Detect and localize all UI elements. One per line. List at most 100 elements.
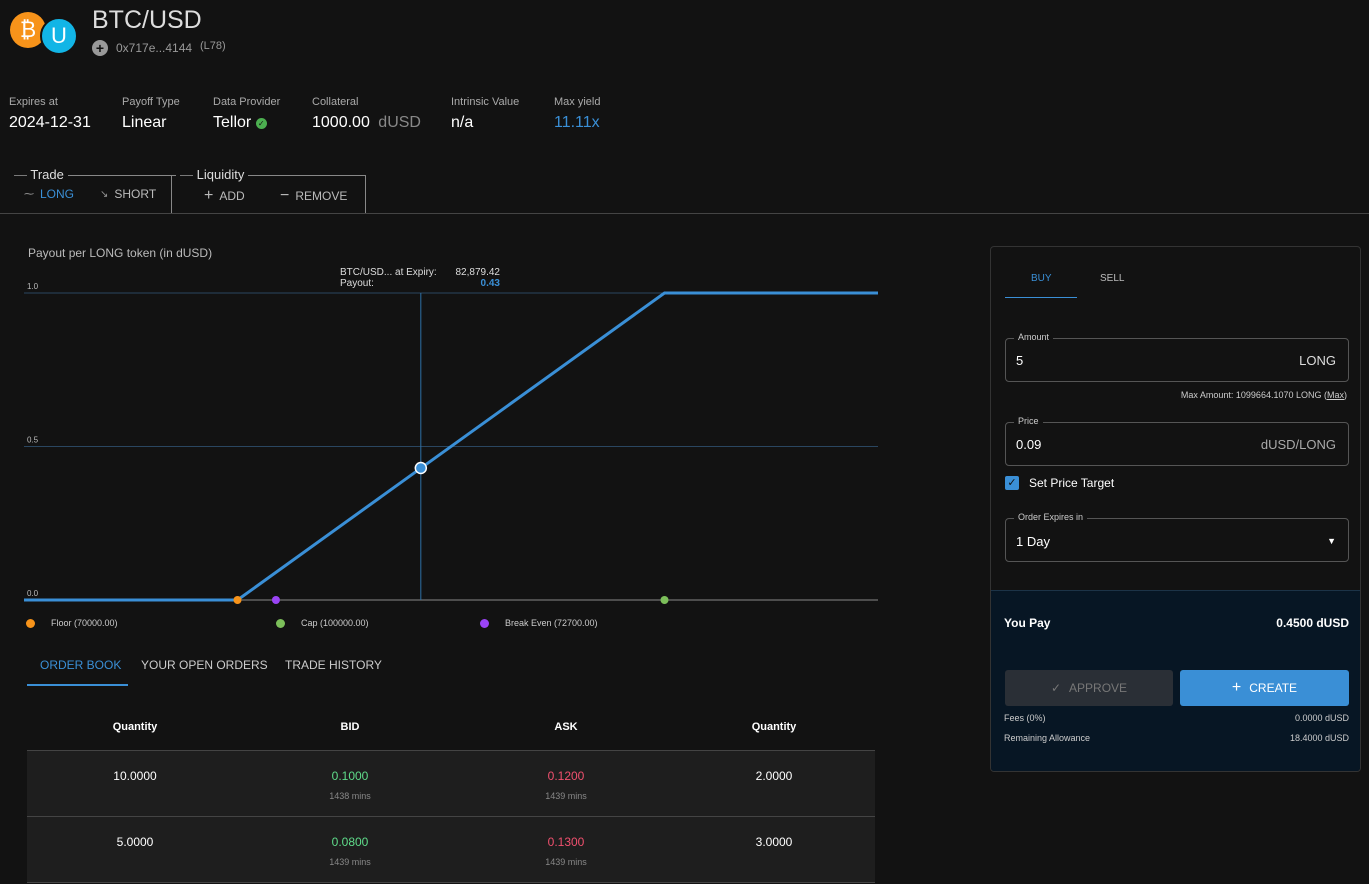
- set-price-target-label: Set Price Target: [1029, 476, 1115, 490]
- plus-icon: +: [1231, 679, 1242, 696]
- pool-tag: (L78): [200, 40, 226, 52]
- stat-collateral: Collateral 1000.00 dUSD: [312, 96, 421, 132]
- stat-label: Expires at: [9, 96, 58, 108]
- stat-label: Payoff Type: [122, 96, 180, 108]
- stat-value: Linear: [122, 114, 167, 131]
- stat-value: 11.11x: [554, 114, 600, 131]
- header-ask-quantity: Quantity: [751, 721, 797, 733]
- tab-open-orders[interactable]: YOUR OPEN ORDERS: [141, 658, 268, 672]
- stat-expires: Expires at 2024-12-31: [9, 96, 91, 132]
- usd-logo: U: [40, 17, 78, 55]
- stat-unit: dUSD: [378, 114, 421, 131]
- legend-item[interactable]: Cap (100000.00): [276, 618, 369, 628]
- liquidity-group-title: Liquidity: [196, 167, 245, 182]
- amount-label: Amount: [1014, 332, 1054, 342]
- payoff-line: [24, 291, 878, 602]
- add-liquidity-button[interactable]: + ADD: [204, 187, 245, 204]
- ask-expiry: 1439 mins: [545, 791, 587, 801]
- create-button[interactable]: + CREATE: [1180, 670, 1349, 706]
- table-row[interactable]: 10.0000 0.1000 1438 mins 0.1200 1439 min…: [27, 750, 875, 816]
- bid-quantity: 10.0000: [113, 769, 157, 783]
- tab-trade-history[interactable]: TRADE HISTORY: [285, 658, 382, 672]
- tab-sell[interactable]: SELL: [1100, 273, 1125, 284]
- you-pay-value: 0.4500 dUSD: [1276, 616, 1349, 630]
- legend-item[interactable]: Break Even (72700.00): [480, 618, 598, 628]
- ask-price: 0.1300: [547, 835, 585, 849]
- price-label: Price: [1014, 416, 1043, 426]
- caret-down-icon: ▼: [1327, 536, 1336, 546]
- marker-point: [660, 596, 669, 604]
- header-bid-quantity: Quantity: [112, 721, 158, 733]
- legend-label: Cap (100000.00): [301, 618, 369, 628]
- plus-icon: +: [204, 187, 214, 204]
- ask-expiry: 1439 mins: [545, 857, 587, 867]
- page-title: BTC/USD: [92, 6, 202, 34]
- chart-tooltip: BTC/USD... at Expiry: 82,879.42 Payout: 0.…: [340, 267, 500, 289]
- tab-order-book[interactable]: ORDER BOOK: [40, 658, 122, 672]
- amount-unit: LONG: [1299, 353, 1336, 368]
- expires-label: Order Expires in: [1014, 512, 1088, 522]
- amount-field[interactable]: Amount LONG: [1005, 332, 1349, 382]
- active-tab-indicator: [1005, 297, 1077, 298]
- stat-intrinsic-value: Intrinsic Value n/a: [451, 96, 519, 132]
- marker-point: [233, 596, 242, 604]
- divider: [0, 213, 1369, 214]
- divider: [27, 882, 875, 883]
- contract-address[interactable]: 0x717e...4144: [116, 41, 193, 55]
- fees-value: 0.0000 dUSD: [1294, 713, 1349, 723]
- legend-label: Break Even (72700.00): [505, 618, 598, 628]
- bid-price: 0.0800: [331, 835, 369, 849]
- ask-price: 0.1200: [547, 769, 585, 783]
- stat-value: Tellor: [213, 114, 252, 131]
- table-row[interactable]: 5.0000 0.0800 1439 mins 0.1300 1439 mins…: [27, 816, 875, 882]
- bid-price: 0.1000: [331, 769, 369, 783]
- bid-expiry: 1439 mins: [329, 857, 371, 867]
- amount-input[interactable]: [1016, 353, 1216, 368]
- add-token-icon[interactable]: +: [92, 40, 108, 56]
- ask-quantity: 2.0000: [755, 769, 793, 783]
- price-input[interactable]: [1016, 437, 1216, 452]
- legend-dot: [480, 618, 489, 628]
- legend-item[interactable]: Floor (70000.00): [26, 618, 118, 628]
- stat-data-provider: Data Provider Tellor ✓: [213, 96, 280, 132]
- bid-expiry: 1438 mins: [329, 791, 371, 801]
- summary-section: You Pay 0.4500 dUSD ✓ APPROVE + CREATE Fee…: [991, 590, 1360, 771]
- set-price-target-checkbox[interactable]: ✓: [1005, 476, 1019, 490]
- minus-icon: −: [280, 187, 290, 204]
- trade-group-title: — Trade: [10, 167, 68, 182]
- trade-group: — Trade ⁓ LONG ↘ SHORT: [10, 167, 172, 214]
- stat-label: Data Provider: [213, 96, 281, 108]
- stat-payoff-type: Payoff Type Linear: [122, 96, 180, 132]
- price-unit: dUSD/LONG: [1260, 437, 1336, 452]
- chart-title: Payout per LONG token (in dUSD): [28, 246, 213, 260]
- tab-buy[interactable]: BUY: [1031, 273, 1052, 284]
- stat-label: Intrinsic Value: [451, 96, 520, 108]
- max-link[interactable]: Max: [1326, 390, 1344, 400]
- allowance-label: Remaining Allowance: [1004, 733, 1091, 743]
- legend-dot: [276, 618, 285, 628]
- order-expires-select[interactable]: Order Expires in 1 Day ▼: [1005, 512, 1349, 562]
- marker-point: [271, 596, 280, 604]
- order-panel: BUY SELL Amount LONG Max Amount: 1099664…: [990, 246, 1361, 772]
- trend-down-icon: ↘: [100, 188, 109, 200]
- y-tick-label: 0.5: [27, 436, 39, 445]
- max-amount: Max Amount: 1099664.1070 LONG (Max): [1180, 390, 1347, 400]
- check-icon: ✓: [1050, 681, 1062, 695]
- liquidity-group: — Liquidity + ADD − REMOVE: [172, 167, 366, 214]
- remove-liquidity-button[interactable]: − REMOVE: [280, 187, 348, 204]
- payoff-chart[interactable]: 0.0 0.5 1.0: [0, 240, 900, 640]
- header-ask: ASK: [554, 721, 578, 733]
- stat-value: 1000.00: [312, 114, 370, 131]
- expires-value: 1 Day: [1016, 534, 1050, 549]
- price-field[interactable]: Price dUSD/LONG: [1005, 416, 1349, 466]
- stat-max-yield: Max yield 11.11x: [554, 96, 600, 132]
- y-tick-label: 1.0: [27, 282, 39, 291]
- stat-label: Max yield: [554, 96, 601, 108]
- allowance-value: 18.4000 dUSD: [1289, 733, 1349, 743]
- ask-quantity: 3.0000: [755, 835, 793, 849]
- header-bid: BID: [340, 721, 360, 733]
- stat-label: Collateral: [312, 96, 359, 108]
- approve-button[interactable]: ✓ APPROVE: [1005, 670, 1173, 706]
- short-button[interactable]: ↘ SHORT: [100, 187, 157, 201]
- long-button[interactable]: ⁓ LONG: [24, 187, 75, 201]
